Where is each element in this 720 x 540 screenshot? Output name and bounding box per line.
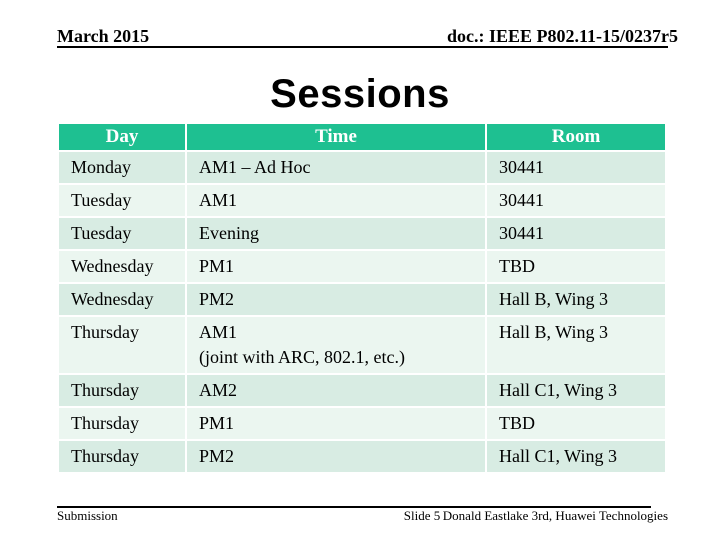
time-text: AM1 [199,190,238,210]
sessions-table: Day Time Room Monday AM1 – Ad Hoc 30441 Tue… [57,122,667,474]
column-header-day: Day [57,122,187,152]
day-cell: Tuesday [57,183,187,218]
day-cell: Monday [57,150,187,185]
room-cell: Hall C1, Wing 3 [485,439,667,474]
column-header-room: Room [485,122,667,152]
header-date: March 2015 [57,26,150,46]
day-cell: Wednesday [57,249,187,284]
header-rule [57,46,668,48]
footer-submission: Submission [57,508,118,523]
table-row: Thursday PM2 Hall C1, Wing 3 [57,439,667,474]
room-cell: 30441 [485,150,667,185]
time-text: AM1 [199,322,238,342]
time-cell: PM1 [185,406,487,441]
day-cell: Thursday [57,439,187,474]
time-cell: PM2 [185,439,487,474]
time-text: AM1 – Ad Hoc [199,157,311,177]
time-cell: AM1 – Ad Hoc [185,150,487,185]
room-cell: 30441 [485,216,667,251]
time-text: PM2 [199,446,235,466]
table-row: Monday AM1 – Ad Hoc 30441 [57,150,667,185]
room-cell: 30441 [485,183,667,218]
table-row: Wednesday PM2 Hall B, Wing 3 [57,282,667,317]
column-header-time: Time [185,122,487,152]
room-cell: TBD [485,249,667,284]
day-cell: Thursday [57,373,187,408]
header-doc-number: doc.: IEEE P802.11-15/0237r5 [446,26,678,46]
time-text: PM1 [199,256,235,276]
table-row: Tuesday Evening 30441 [57,216,667,251]
time-cell: PM2 [185,282,487,317]
room-cell: Hall C1, Wing 3 [485,373,667,408]
time-cell: AM2 [185,373,487,408]
room-cell: Hall B, Wing 3 [485,282,667,317]
time-text: Evening [199,223,259,243]
slide-title: Sessions [270,72,450,116]
table-row: Thursday AM1 (joint with ARC, 802.1, etc.)… [57,315,667,375]
day-cell: Thursday [57,406,187,441]
time-cell: AM1 [185,183,487,218]
time-text: AM2 [199,380,238,400]
day-cell: Wednesday [57,282,187,317]
footer-rule [57,506,651,508]
time-text: PM2 [199,289,235,309]
time-cell: AM1 (joint with ARC, 802.1, etc.) [185,315,487,375]
table-row: Wednesday PM1 TBD [57,249,667,284]
table-row: Tuesday AM1 30441 [57,183,667,218]
room-cell: TBD [485,406,667,441]
time-cell: PM1 [185,249,487,284]
table-row: Thursday AM2 Hall C1, Wing 3 [57,373,667,408]
footer-slide-number: Slide 5 [403,508,441,523]
sessions-table-body: Monday AM1 – Ad Hoc 30441 Tuesday AM1 30441 Tu… [57,150,667,474]
footer-author: Donald Eastlake 3rd, Huawei Technologies [442,508,668,523]
table-row: Thursday PM1 TBD [57,406,667,441]
day-cell: Thursday [57,315,187,375]
table-header-row: Day Time Room [57,122,667,152]
day-cell: Tuesday [57,216,187,251]
room-cell: Hall B, Wing 3 [485,315,667,375]
time-text-line2: (joint with ARC, 802.1, etc.) [199,347,405,367]
time-cell: Evening [185,216,487,251]
time-text: PM1 [199,413,235,433]
